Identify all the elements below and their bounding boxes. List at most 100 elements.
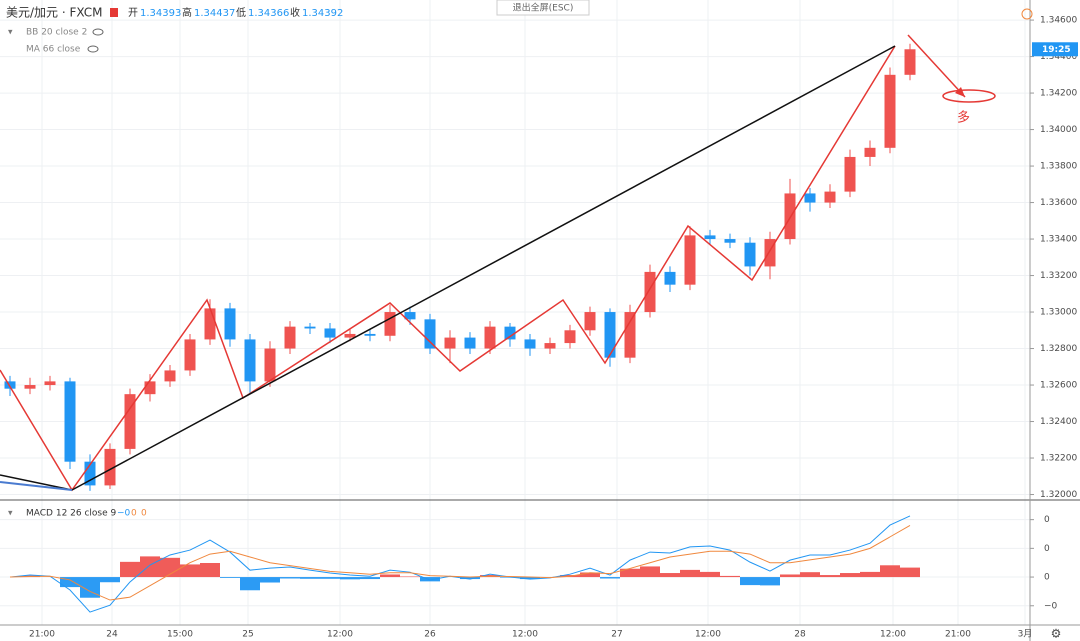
visibility-icon[interactable]: [92, 28, 104, 36]
histogram-bar: [900, 567, 920, 578]
histogram-bar: [720, 575, 740, 578]
exit-button[interactable]: [496, 0, 590, 16]
candle-body: [644, 271, 656, 313]
histogram-bar: [380, 574, 400, 578]
candle-body: [584, 312, 596, 331]
histogram-bar: [140, 556, 160, 578]
symbol: 美元/加元 · FXCM: [6, 6, 102, 20]
arrow-drawing: [907, 34, 966, 98]
macd-line: [9, 515, 911, 613]
x-tick-label: 28: [794, 630, 806, 640]
histogram-bar: [780, 574, 800, 578]
candle-body: [844, 156, 856, 192]
histogram-bar: [600, 577, 620, 579]
candle: [904, 43, 916, 81]
macd-legend-value: 0: [131, 509, 137, 519]
candle: [324, 322, 336, 344]
candle-body: [24, 385, 36, 389]
y-tick-label: −0: [1044, 601, 1058, 611]
x-tick-label: 21:00: [29, 630, 55, 640]
last-price-box: [1032, 42, 1078, 57]
candle-body: [564, 330, 576, 344]
candle-body: [424, 319, 436, 349]
visibility-icon[interactable]: [87, 45, 99, 53]
candle-body: [504, 326, 516, 340]
y-tick-label: 1.34200: [1040, 89, 1077, 99]
x-tick-label: 27: [611, 630, 622, 640]
candle-body: [824, 191, 836, 203]
ohlc-value: 1.34437: [194, 8, 235, 19]
settings-icon[interactable]: ⚙: [1051, 627, 1062, 641]
candle: [544, 337, 556, 355]
candle-body: [204, 308, 216, 340]
histogram-bar: [840, 573, 860, 578]
macd-line: [9, 524, 911, 601]
flag-icon[interactable]: [110, 8, 118, 17]
histogram-bar: [320, 577, 340, 579]
candle-body: [904, 49, 916, 75]
y-tick-label: 1.34600: [1040, 16, 1077, 26]
trend-line: [71, 45, 896, 491]
y-tick-label: 1.34400: [1040, 52, 1077, 62]
histogram-bar: [240, 577, 260, 591]
candle: [504, 322, 516, 347]
histogram-bar: [220, 577, 240, 578]
candle-body: [304, 326, 316, 329]
histogram-bar: [460, 577, 480, 580]
candle: [284, 321, 296, 355]
x-tick-label: 12:00: [880, 630, 906, 640]
histogram-bar: [260, 577, 280, 583]
candle-body: [484, 326, 496, 349]
collapse-icon[interactable]: ▾: [8, 28, 13, 38]
candle: [644, 264, 656, 318]
candle-body: [684, 235, 696, 285]
candle: [244, 333, 256, 395]
x-tick-label: 25: [242, 630, 253, 640]
candle: [724, 233, 736, 249]
candle-body: [664, 271, 676, 285]
candle-body: [224, 308, 236, 340]
candle: [44, 375, 56, 391]
y-tick-label: 0: [1044, 515, 1050, 525]
candle: [524, 333, 536, 356]
candle: [464, 332, 476, 355]
drawings: [0, 34, 996, 492]
candle: [64, 377, 76, 469]
x-tick-label: 3月: [1018, 629, 1033, 640]
candle-body: [884, 74, 896, 148]
candle-body: [364, 333, 376, 336]
candle-body: [604, 312, 616, 358]
candle-body: [184, 339, 196, 371]
histogram-bar: [360, 577, 380, 580]
exit-button-label[interactable]: 退出全屏(ESC): [513, 2, 574, 14]
x-tick-label: 24: [106, 630, 118, 640]
y-tick-label: 1.33200: [1040, 271, 1077, 281]
y-tick-label: 1.33400: [1040, 235, 1077, 245]
macd-legend-value: −0: [117, 509, 131, 519]
candle: [224, 302, 236, 347]
candle: [104, 443, 116, 490]
candle: [584, 306, 596, 336]
collapse-icon[interactable]: ▾: [8, 509, 13, 519]
alert-icon[interactable]: [1021, 8, 1033, 20]
histogram-bar: [120, 561, 140, 578]
macd-title: MACD 12 26 close 9: [26, 509, 117, 519]
candle: [864, 140, 876, 167]
x-tick-label: 26: [424, 630, 436, 640]
ohlc-legend: 开 1.34393 高 1.34437 低 1.34366 收 1.34392: [128, 6, 343, 19]
candle-body: [864, 147, 876, 157]
candle: [624, 304, 636, 364]
y-tick-label: 1.32800: [1040, 344, 1077, 354]
annotation: 多: [957, 110, 970, 126]
histogram-bar: [740, 577, 760, 586]
trend-line: [0, 474, 73, 491]
candle-body: [744, 242, 756, 267]
candle: [564, 324, 576, 349]
y-tick-label: 1.33800: [1040, 162, 1077, 172]
histogram-bar: [660, 573, 680, 578]
candle-body: [804, 193, 816, 203]
candle: [744, 237, 756, 276]
histogram-bar: [80, 577, 100, 598]
candle: [764, 231, 776, 280]
